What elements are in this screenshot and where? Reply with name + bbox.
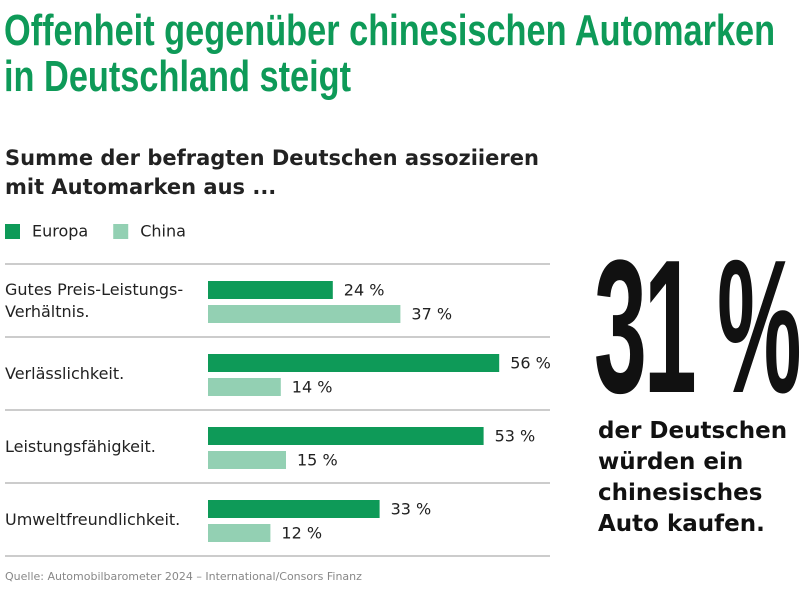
bar <box>208 305 401 323</box>
bar <box>208 524 271 542</box>
chart-subtitle: Summe der befragten Deutschen assoziiere… <box>5 146 539 199</box>
value-label: 56 % <box>510 354 551 373</box>
bar <box>208 378 281 396</box>
value-label: 53 % <box>495 427 536 446</box>
source: Quelle: Automobilbarometer 2024 – Intern… <box>5 570 362 583</box>
value-label: 12 % <box>281 524 322 543</box>
category-label: Leistungsfähigkeit. <box>5 436 156 456</box>
category-label: Umweltfreundlichkeit. <box>5 509 181 529</box>
legend-swatch <box>5 224 20 239</box>
bar <box>208 281 333 299</box>
value-label: 24 % <box>344 281 385 300</box>
highlight-text: der Deutschen würden ein chinesisches Au… <box>598 418 788 537</box>
category-label: Gutes Preis-Leistungs- Verhältnis. <box>5 279 184 321</box>
value-label: 14 % <box>292 378 333 397</box>
bar <box>208 500 380 518</box>
legend-label: Europa <box>32 222 88 241</box>
legend-label: China <box>140 222 186 241</box>
bar <box>208 451 286 469</box>
value-label: 33 % <box>391 500 432 519</box>
highlight-value: 31 % <box>594 221 800 433</box>
chart-title: Offenheit gegenüber chinesischen Automar… <box>4 6 776 101</box>
category-label: Verlässlichkeit. <box>5 363 125 383</box>
value-label: 37 % <box>411 305 452 324</box>
bar <box>208 427 484 445</box>
legend-swatch <box>113 224 129 239</box>
bar <box>208 354 500 372</box>
value-label: 15 % <box>297 451 338 470</box>
